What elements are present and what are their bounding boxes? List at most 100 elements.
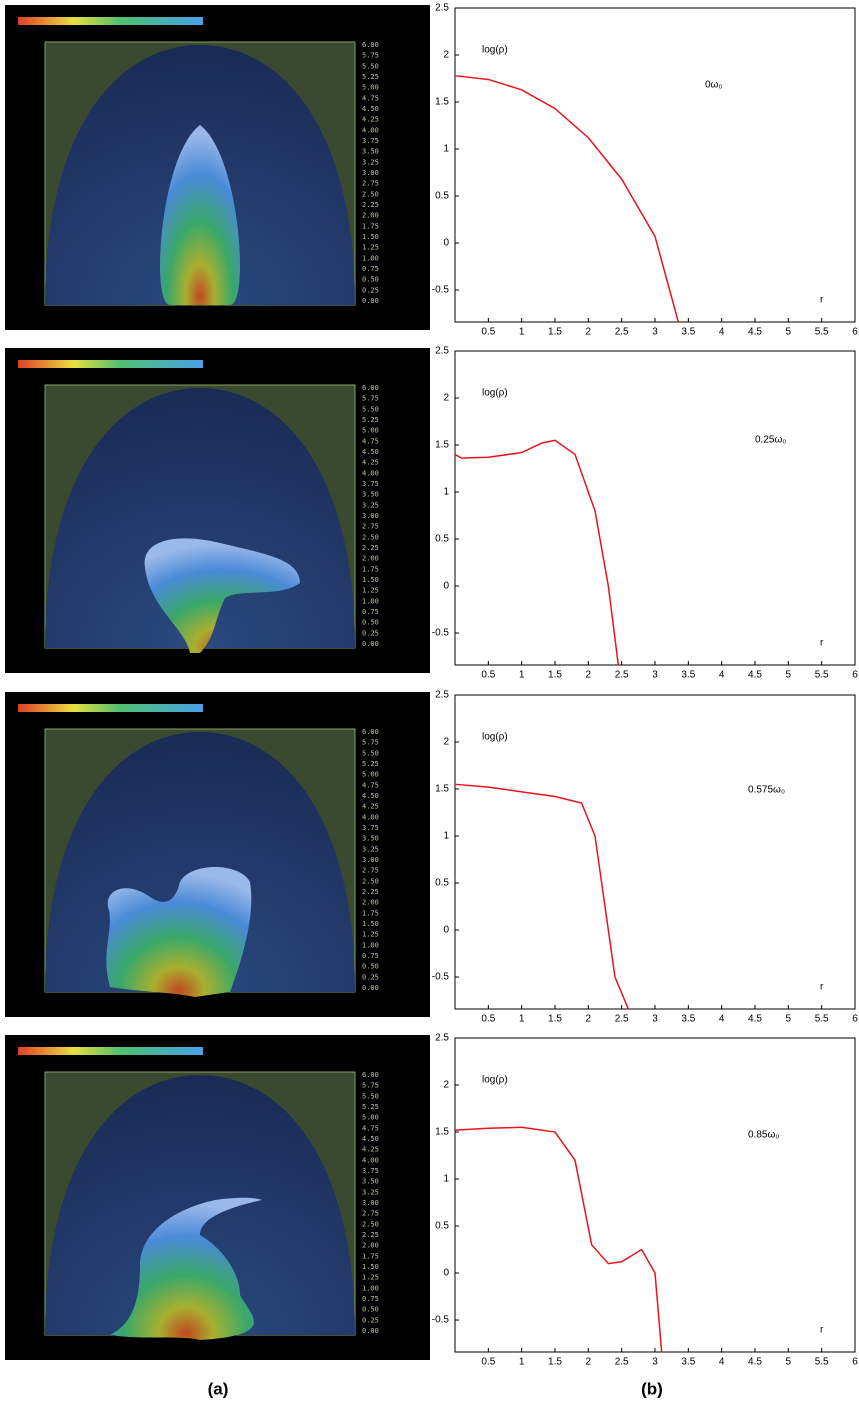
x-tick-label: 1.5	[548, 1014, 562, 1025]
x-tick-label: 1	[519, 670, 525, 681]
scale-label: 6.00	[362, 1071, 379, 1079]
scale-label: 0.00	[362, 297, 379, 305]
scale-label: 1.75	[362, 565, 379, 573]
y-axis-label: log(ρ)	[482, 1075, 508, 1086]
x-tick-label: 2	[586, 1014, 592, 1025]
x-tick-label: 4.5	[748, 670, 762, 681]
scale-label: 0.75	[362, 265, 379, 273]
colorbar	[18, 17, 203, 25]
scale-label: 3.25	[362, 501, 379, 509]
scale-label: 0.25	[362, 629, 379, 637]
y-tick-label: 0.5	[435, 878, 449, 889]
x-tick-label: 4.5	[748, 1357, 762, 1368]
scale-label: 4.00	[362, 126, 379, 134]
annotation: 0.25ω₀	[755, 435, 786, 446]
x-tick-label: 2.5	[615, 670, 629, 681]
y-axis-label: log(ρ)	[482, 732, 508, 743]
y-axis-label: log(ρ)	[482, 45, 508, 56]
scale-label: 4.25	[362, 116, 379, 124]
scale-label: 3.00	[362, 169, 379, 177]
curve	[454, 74, 680, 323]
scale-label: 1.00	[362, 597, 379, 605]
scale-label: 2.75	[362, 1210, 379, 1218]
scale-label: 3.50	[362, 491, 379, 499]
scale-label: 4.00	[362, 469, 379, 477]
y-tick-label: -0.5	[432, 1315, 450, 1326]
scale-label: 3.50	[362, 835, 379, 843]
caption: (a)	[208, 1379, 229, 1398]
scale-label: 2.50	[362, 1220, 379, 1228]
x-tick-label: 2.5	[615, 1357, 629, 1368]
y-tick-label: 1	[443, 831, 449, 842]
scale-label: 2.00	[362, 899, 379, 907]
scale-label: 2.50	[362, 190, 379, 198]
x-axis-label: r	[820, 638, 824, 649]
scale-label: 3.00	[362, 1199, 379, 1207]
scale-label: 0.75	[362, 1295, 379, 1303]
y-tick-label: 0	[443, 1268, 449, 1279]
scale-label: 4.75	[362, 94, 379, 102]
scale-label: 5.25	[362, 1103, 379, 1111]
density-blob	[160, 125, 240, 305]
x-tick-label: 5	[786, 670, 792, 681]
scale-label: 1.50	[362, 1263, 379, 1271]
y-tick-label: -0.5	[432, 628, 450, 639]
scale-label: 4.25	[362, 803, 379, 811]
scale-label: 3.75	[362, 137, 379, 145]
scale-label: 2.25	[362, 888, 379, 896]
x-tick-label: 3.5	[681, 327, 695, 338]
scale-label: 5.50	[362, 1092, 379, 1100]
scale-label: 2.75	[362, 867, 379, 875]
density-blob	[106, 867, 252, 997]
x-tick-label: 4.5	[748, 327, 762, 338]
scale-label: 0.00	[362, 1327, 379, 1335]
x-tick-label: 4	[719, 327, 725, 338]
scale-label: 3.75	[362, 480, 379, 488]
scale-label: 4.00	[362, 1156, 379, 1164]
scale-label: 6.00	[362, 41, 379, 49]
y-tick-label: 2.5	[435, 346, 449, 357]
colorbar	[18, 1047, 203, 1055]
scale-label: 5.75	[362, 739, 379, 747]
x-tick-label: 4	[719, 1357, 725, 1368]
y-tick-label: 1.5	[435, 1127, 449, 1138]
scale-label: 2.25	[362, 544, 379, 552]
x-tick-label: 1	[519, 1014, 525, 1025]
scale-label: 1.25	[362, 931, 379, 939]
scale-label: 3.00	[362, 512, 379, 520]
scale-label: 5.00	[362, 1114, 379, 1122]
y-tick-label: 1	[443, 487, 449, 498]
scale-label: 5.00	[362, 771, 379, 779]
scale-label: 2.25	[362, 201, 379, 209]
density-blob	[110, 1197, 262, 1340]
scale-label: 4.50	[362, 448, 379, 456]
y-tick-label: 1	[443, 144, 449, 155]
density-blob	[144, 538, 300, 653]
colorbar	[18, 360, 203, 368]
scale-label: 5.25	[362, 760, 379, 768]
scale-label: 0.25	[362, 973, 379, 981]
x-tick-label: 5	[786, 327, 792, 338]
y-tick-label: 0.5	[435, 1221, 449, 1232]
x-tick-label: 5.5	[815, 327, 829, 338]
x-tick-label: 3.5	[681, 1014, 695, 1025]
scale-label: 1.75	[362, 1252, 379, 1260]
curve	[454, 1126, 663, 1353]
scale-label: 4.75	[362, 781, 379, 789]
scale-label: 0.25	[362, 286, 379, 294]
x-axis-label: r	[820, 982, 824, 993]
scale-label: 2.00	[362, 1242, 379, 1250]
scale-label: 1.25	[362, 587, 379, 595]
x-tick-label: 2.5	[615, 327, 629, 338]
x-tick-label: 4	[719, 1014, 725, 1025]
y-tick-label: 2	[443, 393, 449, 404]
plot-frame	[454, 350, 856, 666]
scale-label: 0.00	[362, 640, 379, 648]
scale-label: 3.50	[362, 1178, 379, 1186]
y-tick-label: 2	[443, 737, 449, 748]
annotation: 0.575ω₀	[748, 785, 785, 796]
annotation: 0ω₀	[705, 80, 723, 91]
y-tick-label: 1	[443, 1174, 449, 1185]
plot-frame	[454, 7, 856, 323]
